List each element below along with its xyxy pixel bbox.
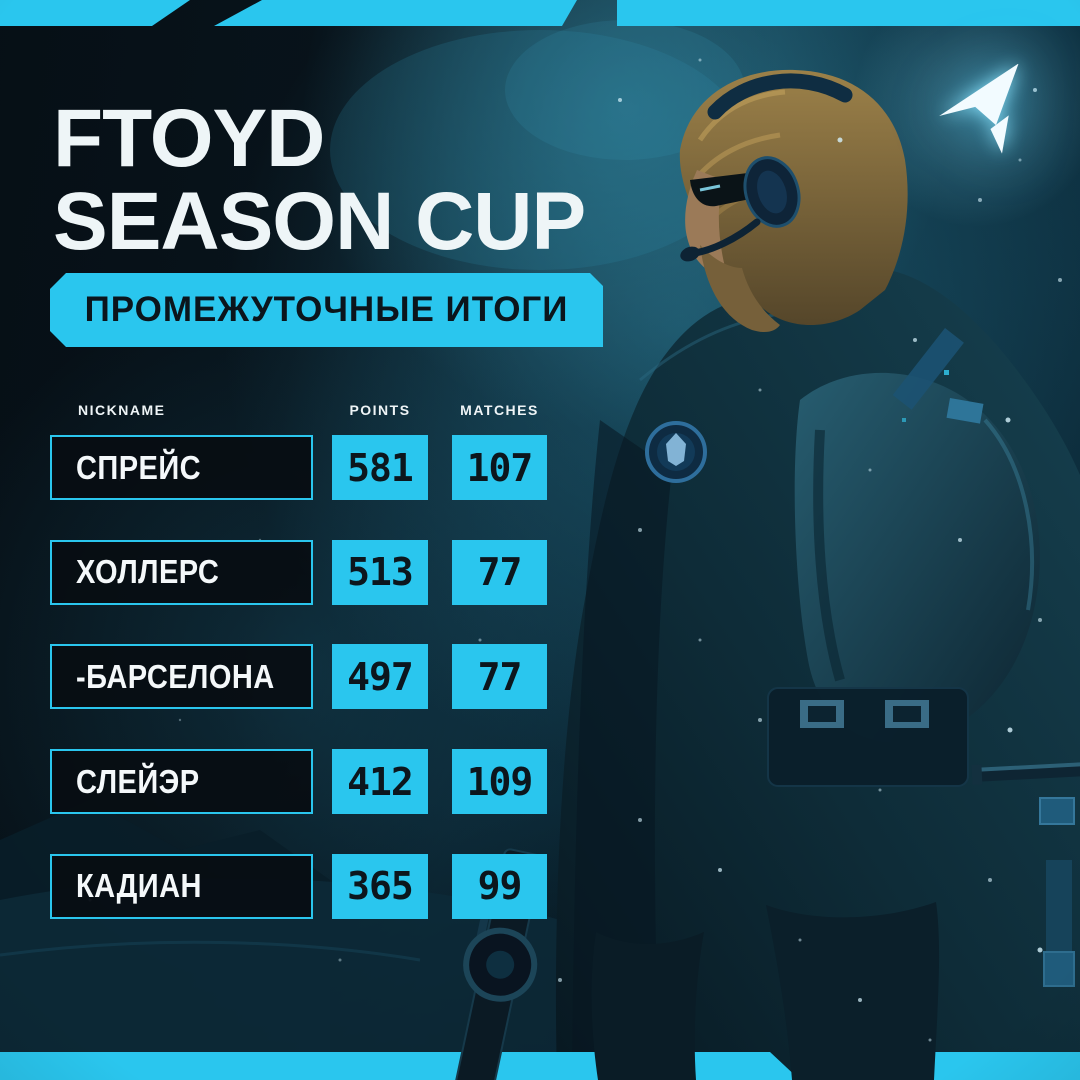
matches-value: 77 <box>477 654 523 699</box>
matches-cell: 99 <box>452 853 547 919</box>
page-title: FTOYD SEASON CUP <box>53 93 586 267</box>
nickname-text: -БАРСЕЛОНА <box>76 657 275 695</box>
matches-cell: 107 <box>452 435 547 500</box>
nickname-text: СЛЕЙЭР <box>76 762 200 800</box>
nickname-text: КАДИАН <box>76 867 202 905</box>
nickname-cell: -БАРСЕЛОНА <box>50 644 313 710</box>
matches-value: 99 <box>477 864 523 909</box>
column-header-matches: MATCHES <box>460 402 539 418</box>
points-value: 497 <box>347 654 414 699</box>
title-line-1: FTOYD <box>53 93 325 184</box>
column-header-nickname: NICKNAME <box>78 402 166 418</box>
column-header-points: POINTS <box>349 402 411 418</box>
matches-value: 107 <box>466 445 534 490</box>
points-value: 412 <box>347 759 414 804</box>
nickname-cell: СЛЕЙЭР <box>50 749 313 815</box>
nickname-cell: ХОЛЛЕРС <box>50 539 313 605</box>
matches-cell: 77 <box>452 644 547 710</box>
matches-value: 77 <box>477 550 523 595</box>
nickname-text: СПРЕЙС <box>76 448 202 486</box>
title-line-2: SEASON CUP <box>53 176 586 267</box>
subtitle-text: ПРОМЕЖУТОЧНЫЕ ИТОГИ <box>84 290 569 329</box>
points-value: 365 <box>347 864 414 909</box>
nickname-cell: СПРЕЙС <box>50 435 313 500</box>
matches-cell: 109 <box>452 749 547 815</box>
matches-value: 109 <box>466 759 534 804</box>
points-cell: 497 <box>332 644 428 710</box>
points-cell: 412 <box>332 749 428 815</box>
points-value: 513 <box>347 550 414 595</box>
points-value: 581 <box>347 445 414 490</box>
subtitle-banner: ПРОМЕЖУТОЧНЫЕ ИТОГИ <box>50 273 603 347</box>
nickname-text: ХОЛЛЕРС <box>76 553 220 591</box>
points-cell: 365 <box>332 853 428 919</box>
nickname-cell: КАДИАН <box>50 853 313 919</box>
matches-cell: 77 <box>452 539 547 605</box>
points-cell: 513 <box>332 539 428 605</box>
points-cell: 581 <box>332 435 428 500</box>
